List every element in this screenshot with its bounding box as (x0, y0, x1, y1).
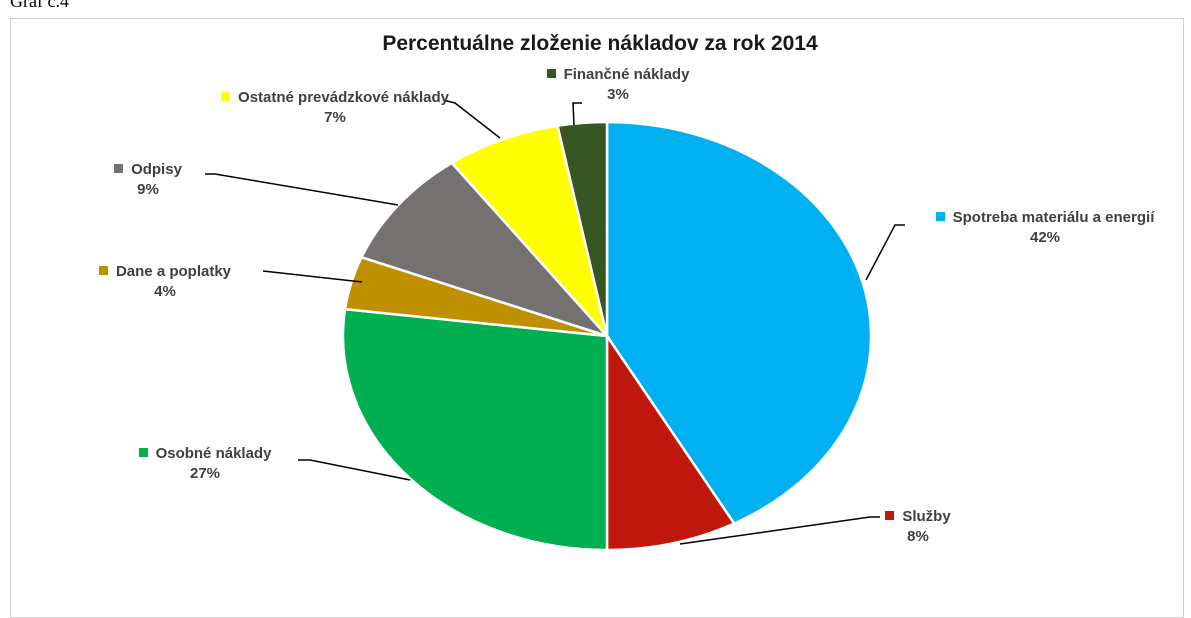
category-label: Služby (902, 508, 951, 525)
category-label: Spotreba materiálu a energií (952, 209, 1155, 226)
value-label: 3% (607, 86, 629, 103)
pie-slice (341, 307, 609, 552)
value-label: 8% (907, 528, 929, 545)
data-label: Osobné náklady 27% (105, 444, 305, 484)
value-label: 9% (137, 181, 159, 198)
caption: Graf č.4 (10, 0, 69, 11)
value-label: 4% (154, 283, 176, 300)
label-name: Finančné náklady (508, 65, 728, 85)
value-label: 27% (189, 465, 221, 482)
category-label: Ostatné prevádzkové náklady (238, 89, 449, 106)
label-name: Spotreba materiálu a energií (930, 208, 1160, 228)
leader-lines (205, 99, 905, 545)
data-label: Odpisy 9% (88, 160, 208, 200)
data-label: Dane a poplatky 4% (65, 262, 265, 302)
leader-line (205, 173, 399, 206)
data-label: Služby 8% (858, 507, 978, 547)
category-label: Finančné náklady (563, 66, 690, 83)
label-name: Osobné náklady (105, 444, 305, 464)
legend-marker (546, 69, 556, 78)
category-label: Odpisy (131, 161, 182, 178)
category-label: Osobné náklady (155, 445, 272, 462)
pie-slice (605, 331, 737, 552)
value-label: 42% (1029, 229, 1061, 246)
data-label: Spotreba materiálu a energií 42% (930, 208, 1160, 248)
page: Graf č.4 Percentuálne zloženie nákladov … (10, 0, 1184, 618)
leader-line (865, 224, 905, 281)
value-label: 7% (324, 109, 346, 126)
leader-line (572, 102, 582, 126)
pie-slice (449, 124, 609, 337)
label-name: Dane a poplatky (65, 262, 265, 282)
legend-marker (138, 448, 148, 457)
pie-slice (556, 120, 609, 337)
label-name: Služby (858, 507, 978, 527)
leader-line (298, 459, 411, 481)
leader-line (679, 516, 880, 545)
label-name: Odpisy (88, 160, 208, 180)
leader-line (262, 270, 363, 283)
leader-line (442, 99, 501, 139)
legend-marker (885, 511, 895, 520)
category-label: Dane a poplatky (115, 263, 232, 280)
pie-slice (605, 120, 873, 526)
chart (205, 99, 905, 552)
legend-marker (221, 92, 231, 101)
pie-slice (359, 161, 612, 339)
chart-title: Percentuálne zloženie nákladov za rok 20… (382, 32, 818, 55)
legend-marker (98, 266, 108, 275)
data-label: Finančné náklady 3% (508, 65, 728, 105)
legend-marker (114, 164, 124, 173)
data-label: Ostatné prevádzkové náklady 7% (215, 88, 455, 128)
label-name: Ostatné prevádzkové náklady (215, 88, 455, 108)
legend-marker (935, 212, 945, 221)
